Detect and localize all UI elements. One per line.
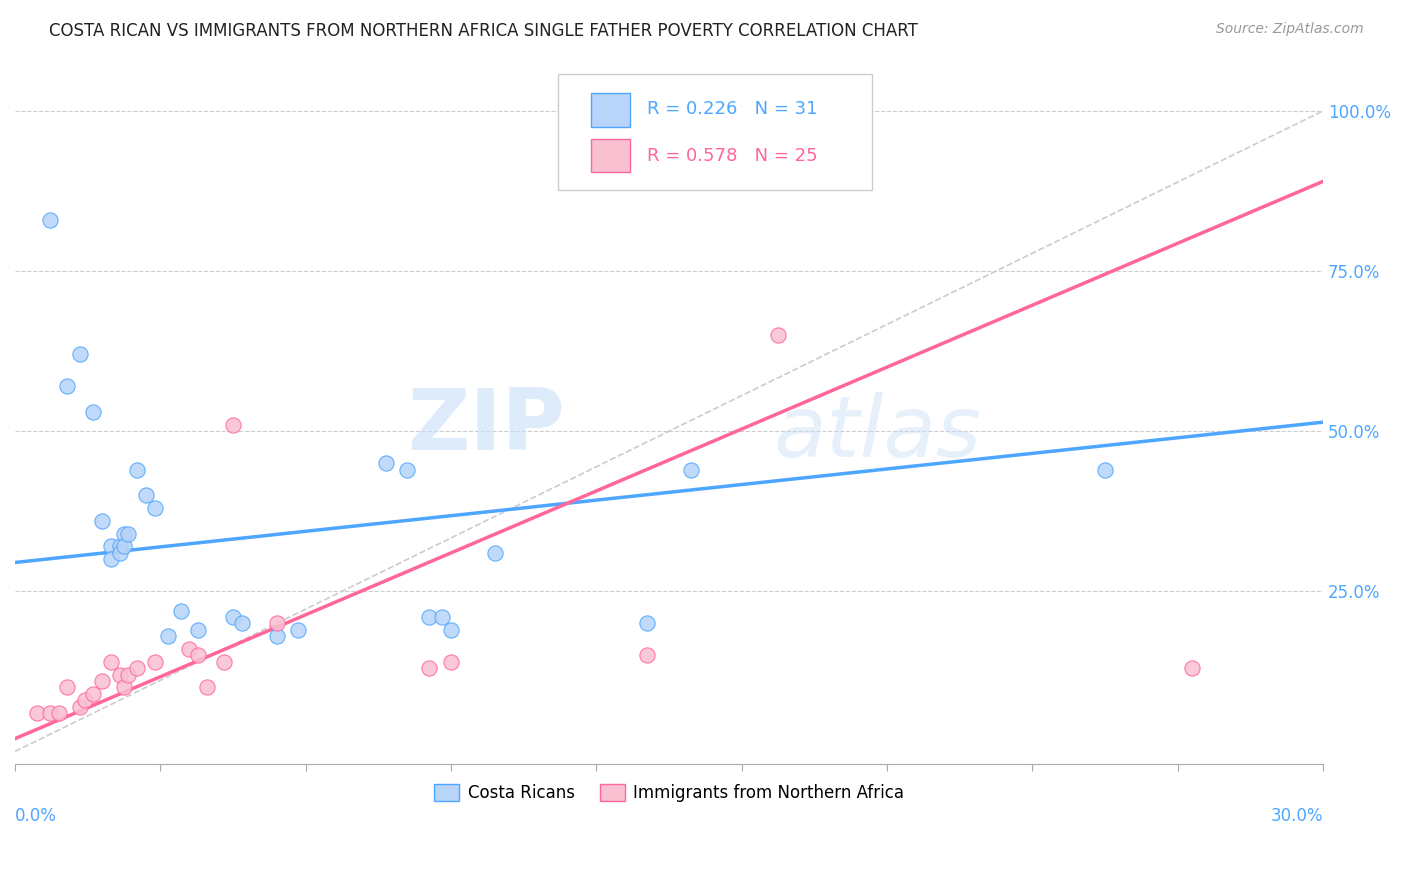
Point [222, 417, 245, 432]
Point [679, 462, 702, 476]
Point [418, 610, 440, 624]
Point [82, 687, 104, 701]
Text: atlas: atlas [773, 392, 981, 475]
Point [440, 655, 463, 669]
Point [112, 540, 135, 554]
Point [38, 706, 60, 720]
Point [187, 623, 209, 637]
Point [1181, 661, 1204, 675]
Point [374, 456, 396, 470]
Point [112, 526, 135, 541]
Point [179, 642, 201, 657]
Point [48, 706, 70, 720]
Point [117, 667, 139, 681]
Text: 0.0%: 0.0% [15, 806, 56, 824]
Point [1094, 462, 1116, 476]
Point [38, 212, 60, 227]
Point [100, 552, 122, 566]
Point [56, 681, 79, 695]
Point [91, 673, 114, 688]
FancyBboxPatch shape [558, 74, 872, 190]
Point [222, 610, 245, 624]
Point [231, 616, 253, 631]
Point [135, 488, 157, 502]
Point [82, 405, 104, 419]
FancyBboxPatch shape [591, 93, 630, 127]
Point [117, 526, 139, 541]
Point [108, 546, 131, 560]
Text: Source: ZipAtlas.com: Source: ZipAtlas.com [1216, 22, 1364, 37]
Point [56, 379, 79, 393]
Point [25, 706, 48, 720]
Point [69, 699, 91, 714]
Point [100, 540, 122, 554]
Point [418, 661, 440, 675]
Point [636, 616, 658, 631]
Point [73, 693, 96, 707]
Point [187, 648, 209, 663]
Point [108, 540, 131, 554]
Point [108, 667, 131, 681]
Point [195, 681, 218, 695]
Point [287, 623, 309, 637]
Point [69, 347, 91, 361]
Point [440, 623, 463, 637]
Legend: Costa Ricans, Immigrants from Northern Africa: Costa Ricans, Immigrants from Northern A… [427, 777, 911, 809]
Point [91, 514, 114, 528]
Point [127, 661, 149, 675]
Point [266, 616, 288, 631]
Point [156, 629, 179, 643]
Point [127, 462, 149, 476]
Text: 30.0%: 30.0% [1271, 806, 1323, 824]
Point [266, 629, 288, 643]
Point [143, 655, 166, 669]
Point [766, 328, 789, 343]
Text: COSTA RICAN VS IMMIGRANTS FROM NORTHERN AFRICA SINGLE FATHER POVERTY CORRELATION: COSTA RICAN VS IMMIGRANTS FROM NORTHERN … [49, 22, 918, 40]
Point [143, 501, 166, 516]
Point [432, 610, 454, 624]
FancyBboxPatch shape [591, 138, 630, 172]
Point [100, 655, 122, 669]
Point [396, 462, 419, 476]
Point [170, 603, 193, 617]
Text: ZIP: ZIP [406, 384, 564, 467]
Point [636, 648, 658, 663]
Point [112, 681, 135, 695]
Point [484, 546, 506, 560]
Text: R = 0.578   N = 25: R = 0.578 N = 25 [647, 147, 817, 165]
Point [214, 655, 236, 669]
Text: R = 0.226   N = 31: R = 0.226 N = 31 [647, 100, 817, 118]
